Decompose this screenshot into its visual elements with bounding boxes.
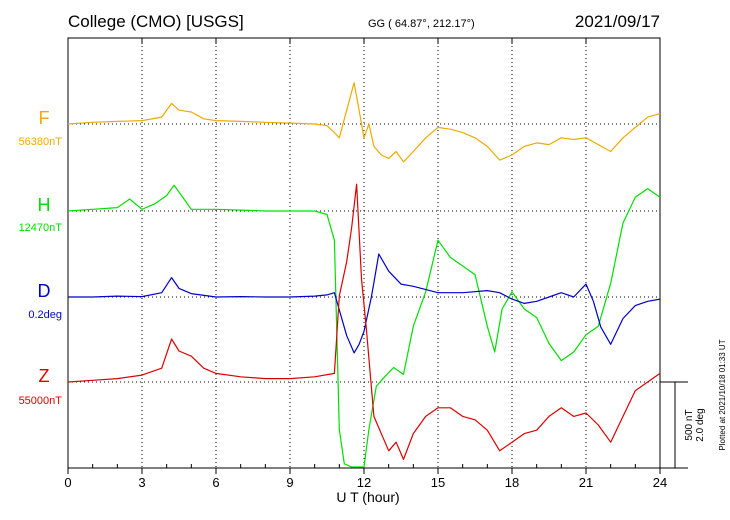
- series-name-F: F: [39, 108, 50, 128]
- x-axis-label: U T (hour): [336, 489, 399, 505]
- plotted-at-note: Plotted at 2021/10/18 01:33 UT: [718, 339, 727, 450]
- x-tick-label: 6: [212, 475, 219, 490]
- series-baseline-Z: 55000nT: [19, 395, 63, 407]
- x-tick-label: 15: [431, 475, 445, 490]
- series-line-D: [68, 253, 661, 354]
- x-tick-label: 9: [286, 475, 293, 490]
- x-tick-label: 21: [579, 475, 593, 490]
- series-line-F: [67, 82, 661, 163]
- x-axis-ticks: [67, 38, 661, 474]
- x-axis-tick-labels: 0 3 6 9 12 15 18 21 24: [64, 475, 667, 490]
- scale-bar: 500 nT 2.0 deg: [660, 381, 706, 469]
- baseline-gridlines: [68, 123, 660, 383]
- series-lines: [67, 82, 661, 468]
- station-title: College (CMO) [USGS]: [68, 12, 244, 31]
- x-tick-label: 12: [357, 475, 371, 490]
- x-tick-label: 24: [653, 475, 667, 490]
- coordinates-label: GG ( 64.87°, 212.17°): [368, 18, 475, 30]
- series-baseline-H: 12470nT: [19, 222, 63, 234]
- series-line-H: [67, 184, 661, 468]
- vertical-gridlines: [141, 38, 587, 468]
- series-line-Z: [67, 183, 661, 460]
- series-name-H: H: [38, 195, 51, 215]
- series-name-Z: Z: [39, 366, 50, 386]
- series-baseline-F: 56380nT: [19, 136, 63, 148]
- scale-bar-deg-label: 2.0 deg: [695, 408, 706, 441]
- date-label: 2021/09/17: [575, 12, 660, 31]
- plot-area: [67, 37, 661, 474]
- series-name-D: D: [38, 281, 51, 301]
- scale-bar-nt-label: 500 nT: [684, 409, 695, 440]
- x-tick-label: 0: [64, 475, 71, 490]
- x-tick-label: 18: [505, 475, 519, 490]
- x-tick-label: 3: [138, 475, 145, 490]
- series-baseline-D: 0.2deg: [28, 309, 62, 321]
- series-labels: F 56380nT H 12470nT D 0.2deg Z 55000nT: [19, 108, 63, 407]
